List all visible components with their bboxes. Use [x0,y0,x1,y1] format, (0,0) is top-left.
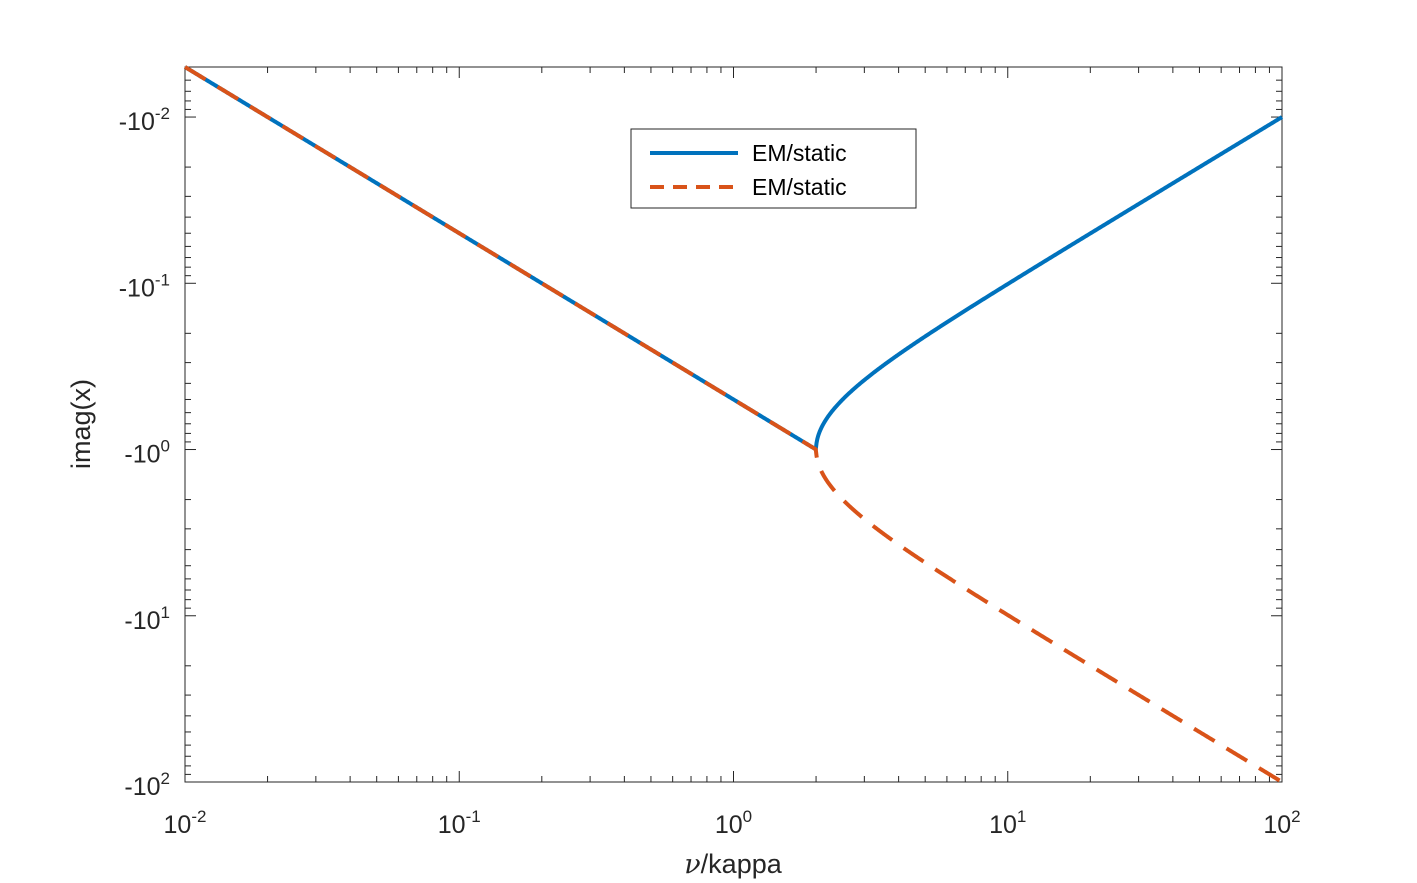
x-tick-label: 10-1 [438,807,481,839]
x-tick-label: 101 [989,807,1026,839]
legend-label-dashed: EM/static [752,174,847,200]
y-tick-label: -100 [124,437,170,469]
y-tick-label: -10-2 [119,104,170,136]
x-axis-label: ν/kappa [684,849,782,880]
y-axis-label: imag(x) [66,379,96,469]
tick-marks [184,66,1283,783]
series-layer [183,65,1284,784]
legend: EM/static EM/static [630,128,917,209]
legend-box [630,128,917,209]
series-line-dashed [183,65,1284,784]
tick-labels: 10-2 10-1 100 101 102 -10-2 -10-1 -100 -101 -102 [119,104,1301,839]
x-tick-label: 10-2 [164,807,207,839]
x-tick-label: 100 [715,807,752,839]
y-tick-label: -102 [124,769,170,801]
legend-label-solid: EM/static [752,140,847,166]
x-tick-label: 102 [1263,807,1300,839]
y-tick-label: -10-1 [119,270,170,302]
y-tick-label: -101 [124,603,170,635]
